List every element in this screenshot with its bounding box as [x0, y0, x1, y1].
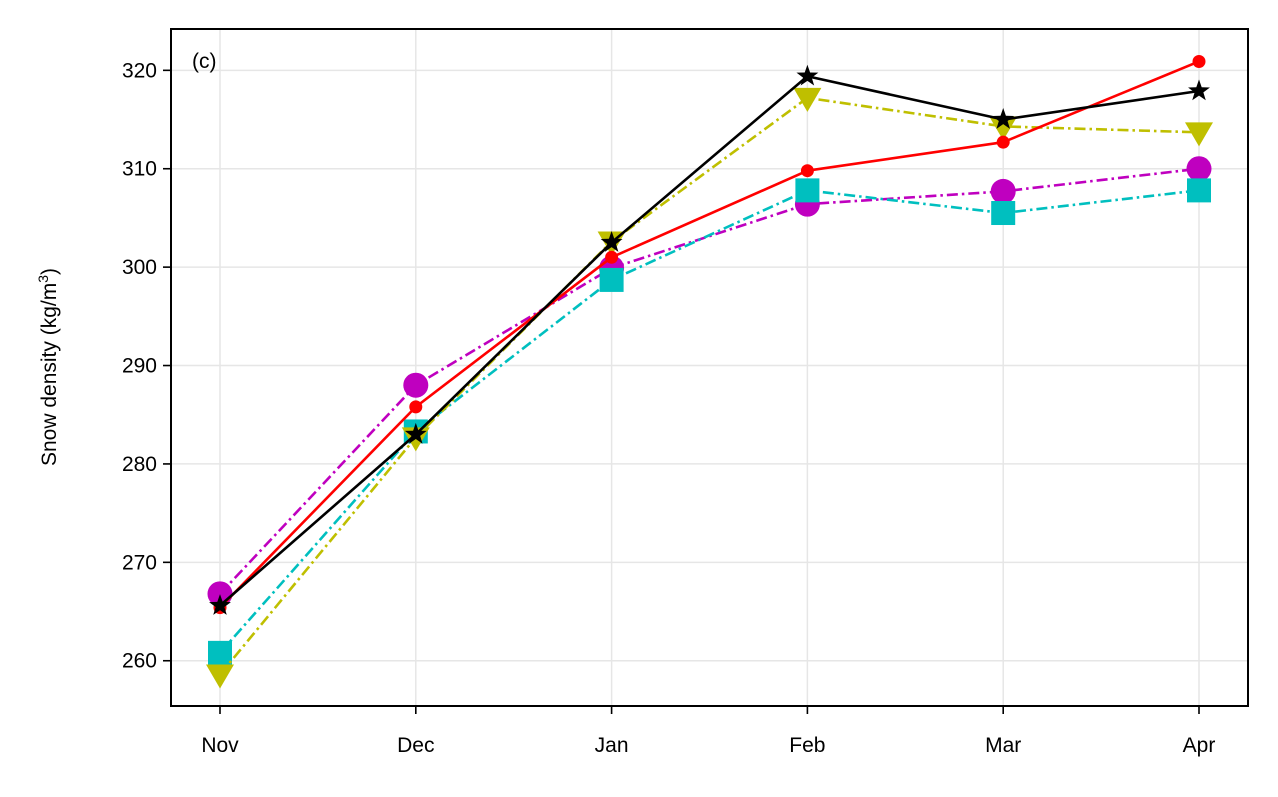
y-axis-label-main: Snow density (kg/m	[38, 283, 61, 466]
square-marker	[599, 267, 624, 292]
x-tick-label: Feb	[789, 734, 825, 757]
x-tick-label: Apr	[1183, 734, 1216, 757]
series-layer	[206, 54, 1213, 689]
plot-frame	[170, 28, 1249, 707]
series-line	[219, 167, 1200, 595]
series-line	[219, 74, 1200, 607]
y-tick-label: 260	[122, 650, 157, 673]
dot-marker	[1192, 54, 1206, 68]
triangle-marker	[206, 664, 234, 689]
x-tick-label: Jan	[595, 734, 629, 757]
series-4	[209, 64, 1210, 615]
triangle-marker	[1185, 122, 1213, 147]
star-marker	[992, 108, 1015, 129]
series-2	[206, 87, 1213, 689]
y-tick-label: 290	[122, 355, 157, 378]
dot-marker	[800, 164, 814, 178]
dot-marker	[605, 250, 619, 264]
y-axis-label: Snow density (kg/m3)	[35, 268, 61, 466]
dot-marker	[996, 135, 1010, 149]
x-tick-label: Dec	[397, 734, 434, 757]
y-tick-label: 310	[122, 158, 157, 181]
square-marker	[991, 201, 1016, 226]
square-marker	[1187, 178, 1211, 203]
star-marker	[404, 422, 427, 444]
y-tick-label: 280	[122, 453, 157, 476]
star-marker	[600, 231, 623, 252]
series-1	[208, 178, 1211, 665]
triangle-marker	[989, 116, 1018, 141]
series-3	[213, 54, 1206, 615]
y-axis-label-close: )	[38, 268, 61, 275]
grid	[171, 29, 1248, 706]
y-tick-label: 270	[122, 551, 157, 574]
star-marker	[209, 594, 231, 615]
y-tick-label: 300	[122, 256, 157, 279]
triangle-marker	[793, 87, 822, 112]
star-marker	[796, 64, 819, 86]
circle-marker	[1186, 156, 1212, 182]
square-marker	[208, 640, 232, 665]
series-line	[219, 60, 1200, 609]
series-line	[218, 96, 1200, 676]
ticks: Nov Dec Jan Feb Mar Apr 260 270 280 290 300 310 320	[122, 59, 1215, 757]
x-tick-label: Nov	[201, 734, 239, 757]
panel-label: (c)	[192, 50, 217, 73]
series-line	[219, 189, 1200, 654]
dot-marker	[409, 400, 423, 414]
y-tick-label: 320	[122, 59, 157, 82]
circle-marker	[990, 178, 1016, 204]
x-tick-label: Mar	[985, 734, 1021, 757]
star-marker	[1188, 79, 1210, 101]
circle-marker	[403, 372, 429, 398]
y-axis-label-superscript: 3	[35, 275, 51, 283]
square-marker	[795, 178, 820, 203]
series-0	[207, 156, 1212, 607]
